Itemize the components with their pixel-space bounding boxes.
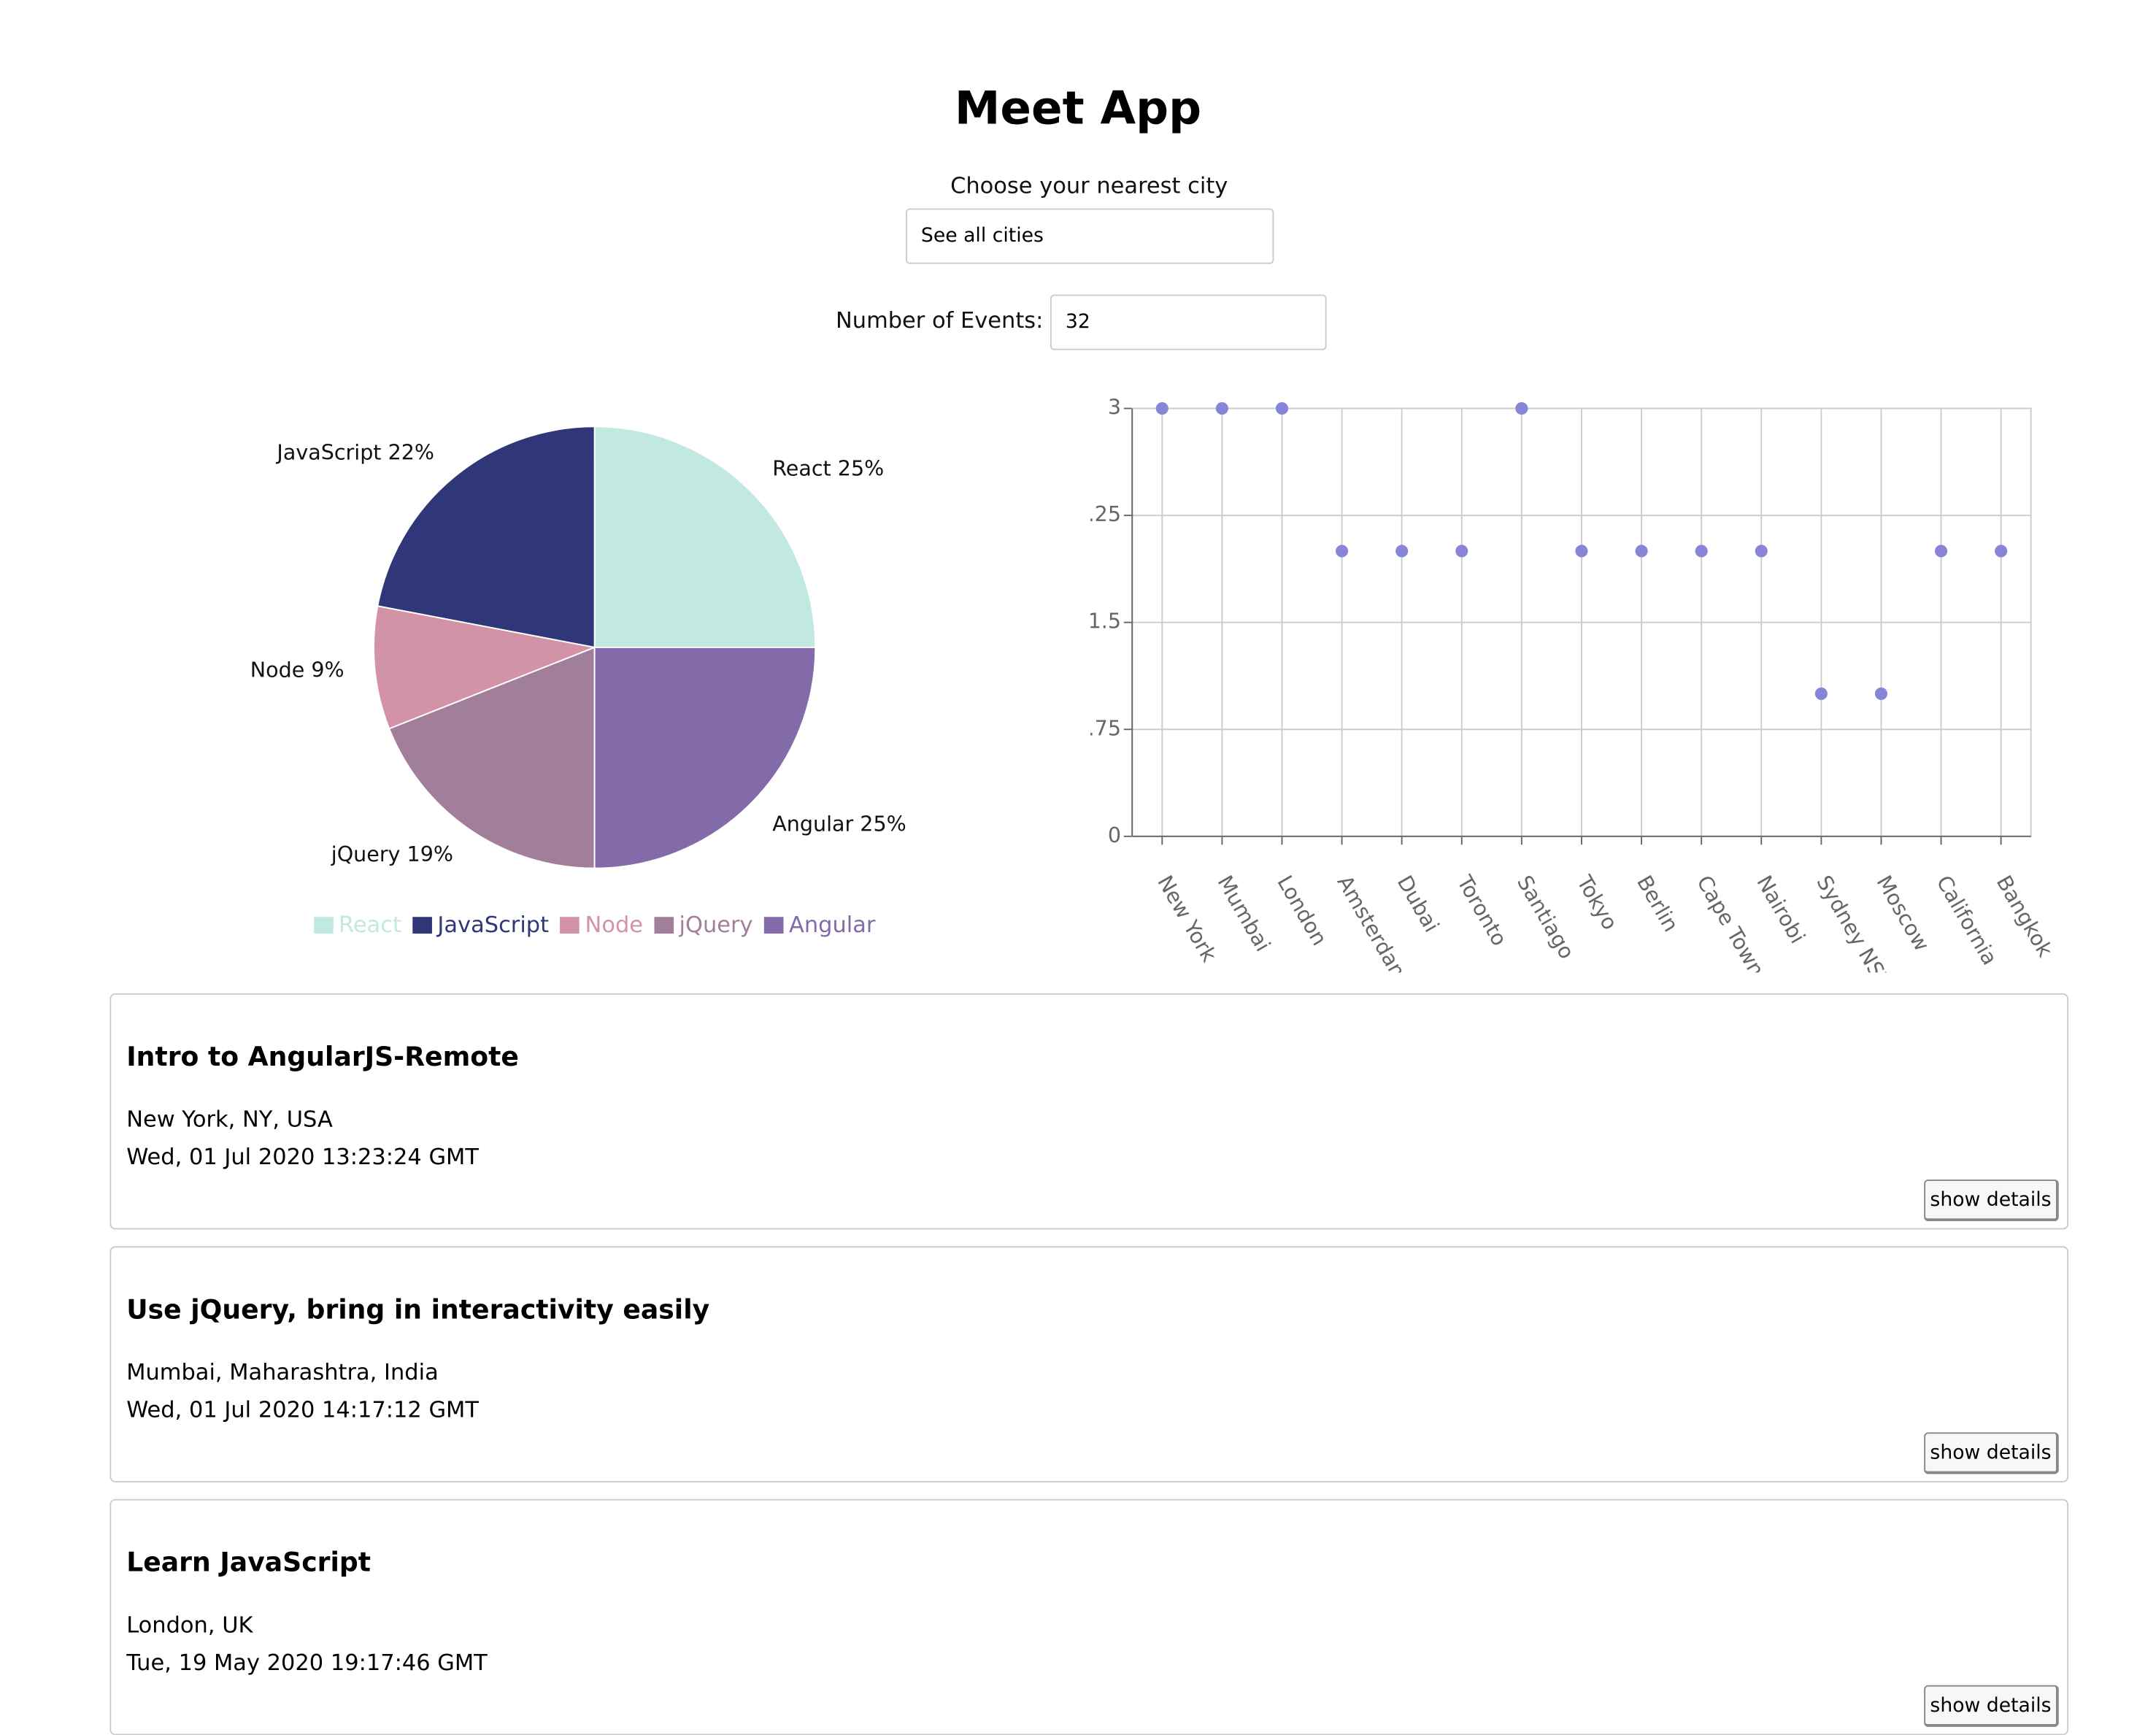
scatter-point <box>1995 545 2008 558</box>
city-input[interactable]: See all cities <box>905 208 1274 264</box>
legend-item: React <box>313 911 401 938</box>
pie-label: Node 9% <box>250 657 344 682</box>
x-tick-label: Tokyo <box>1571 871 1622 934</box>
pie-label: React 25% <box>772 455 884 480</box>
details-button[interactable]: show details <box>1924 1179 2059 1222</box>
scatter-point <box>1455 545 1468 558</box>
y-tick-label: 0 <box>1108 823 1121 847</box>
events-count-input[interactable]: 32 <box>1050 294 1327 350</box>
x-tick-label: Santiago <box>1512 871 1579 963</box>
legend-item: jQuery <box>654 911 753 938</box>
legend-swatch <box>763 917 784 934</box>
event-location: London, UK <box>126 1611 253 1639</box>
event-title: Learn JavaScript <box>126 1547 371 1579</box>
x-tick-label: Dubai <box>1393 871 1444 936</box>
details-button[interactable]: show details <box>1924 1432 2059 1474</box>
y-tick-label: 0.75 <box>1074 715 1121 740</box>
event-card: Intro to AngularJS-Remote New York, NY, U… <box>109 993 2069 1230</box>
x-tick-label: Mumbai <box>1212 871 1275 955</box>
x-tick-label: London <box>1272 871 1332 950</box>
legend-item: Angular <box>763 911 876 938</box>
legend-label: React <box>339 911 401 938</box>
pie-slice <box>593 426 817 648</box>
legend-swatch <box>654 917 674 934</box>
scatter-point <box>1695 545 1708 558</box>
pie-slice <box>593 647 817 869</box>
pie-label: JavaScript 22% <box>275 440 434 465</box>
legend-swatch <box>313 917 334 934</box>
legend-label: Node <box>585 911 644 938</box>
legend-item: Node <box>560 912 643 938</box>
scatter-point <box>1515 402 1528 415</box>
scatter-point <box>1575 545 1588 558</box>
pie-legend: React JavaScript Node jQuery Angular <box>178 912 1012 938</box>
event-location: Mumbai, Maharashtra, India <box>126 1358 439 1385</box>
pie-slice <box>377 426 596 649</box>
charts: React 25% JavaScript 22% Node 9% jQuery 19%… <box>250 395 2058 973</box>
details-button[interactable]: show details <box>1924 1685 2059 1727</box>
legend-item: JavaScript <box>412 912 549 938</box>
x-tick-label: Bangkok <box>1992 871 2058 961</box>
scatter-point <box>1275 402 1289 415</box>
scatter-point <box>1814 687 1828 700</box>
event-date: Tue, 19 May 2020 19:17:46 GMT <box>126 1649 488 1676</box>
event-title: Intro to AngularJS-Remote <box>126 1042 519 1073</box>
legend-swatch <box>412 917 432 934</box>
event-card: Use jQuery, bring in interactivity easil… <box>109 1246 2069 1482</box>
scatter-point <box>1874 687 1888 700</box>
scatter-point <box>1395 545 1409 558</box>
event-card: Learn JavaScript London, UK Tue, 19 May 20… <box>109 1499 2069 1735</box>
event-date: Wed, 01 Jul 2020 13:23:24 GMT <box>126 1143 479 1170</box>
pie-label: Angular 25% <box>772 812 906 836</box>
legend-label: Angular <box>789 911 876 938</box>
event-location: New York, NY, USA <box>126 1106 333 1133</box>
scatter-point <box>1934 545 1948 558</box>
x-tick-label: Berlin <box>1632 871 1684 936</box>
events-count-label: Number of Events: <box>835 307 1044 334</box>
legend-swatch <box>560 917 580 934</box>
scatter-point <box>1336 545 1349 558</box>
legend-label: jQuery <box>679 911 753 938</box>
legend-label: JavaScript <box>437 911 550 938</box>
x-tick-label: Moscow <box>1871 871 1934 955</box>
x-tick-label: New York <box>1152 871 1222 966</box>
app-title: Meet App <box>954 80 1202 135</box>
x-tick-label: Nairobi <box>1752 871 1810 947</box>
pie-slice <box>388 646 596 869</box>
event-date: Wed, 01 Jul 2020 14:17:12 GMT <box>126 1396 479 1423</box>
x-tick-label: California <box>1932 871 2003 969</box>
city-label: Choose your nearest city <box>950 172 1228 199</box>
y-axis-labels: 0 0.75 1.5 2.25 3 <box>1074 395 1121 847</box>
y-tick-label: 1.5 <box>1088 609 1121 634</box>
x-tick-label: Toronto <box>1452 871 1512 950</box>
scatter-point <box>1755 545 1768 558</box>
pie-slice <box>373 605 598 730</box>
y-tick-label: 2.25 <box>1074 501 1121 526</box>
pie-label: jQuery 19% <box>331 842 453 866</box>
scatter-point <box>1635 545 1648 558</box>
y-tick-label: 3 <box>1108 395 1121 420</box>
scatter-point <box>1155 402 1169 415</box>
scatter-point <box>1215 402 1228 415</box>
event-title: Use jQuery, bring in interactivity easil… <box>126 1294 710 1326</box>
